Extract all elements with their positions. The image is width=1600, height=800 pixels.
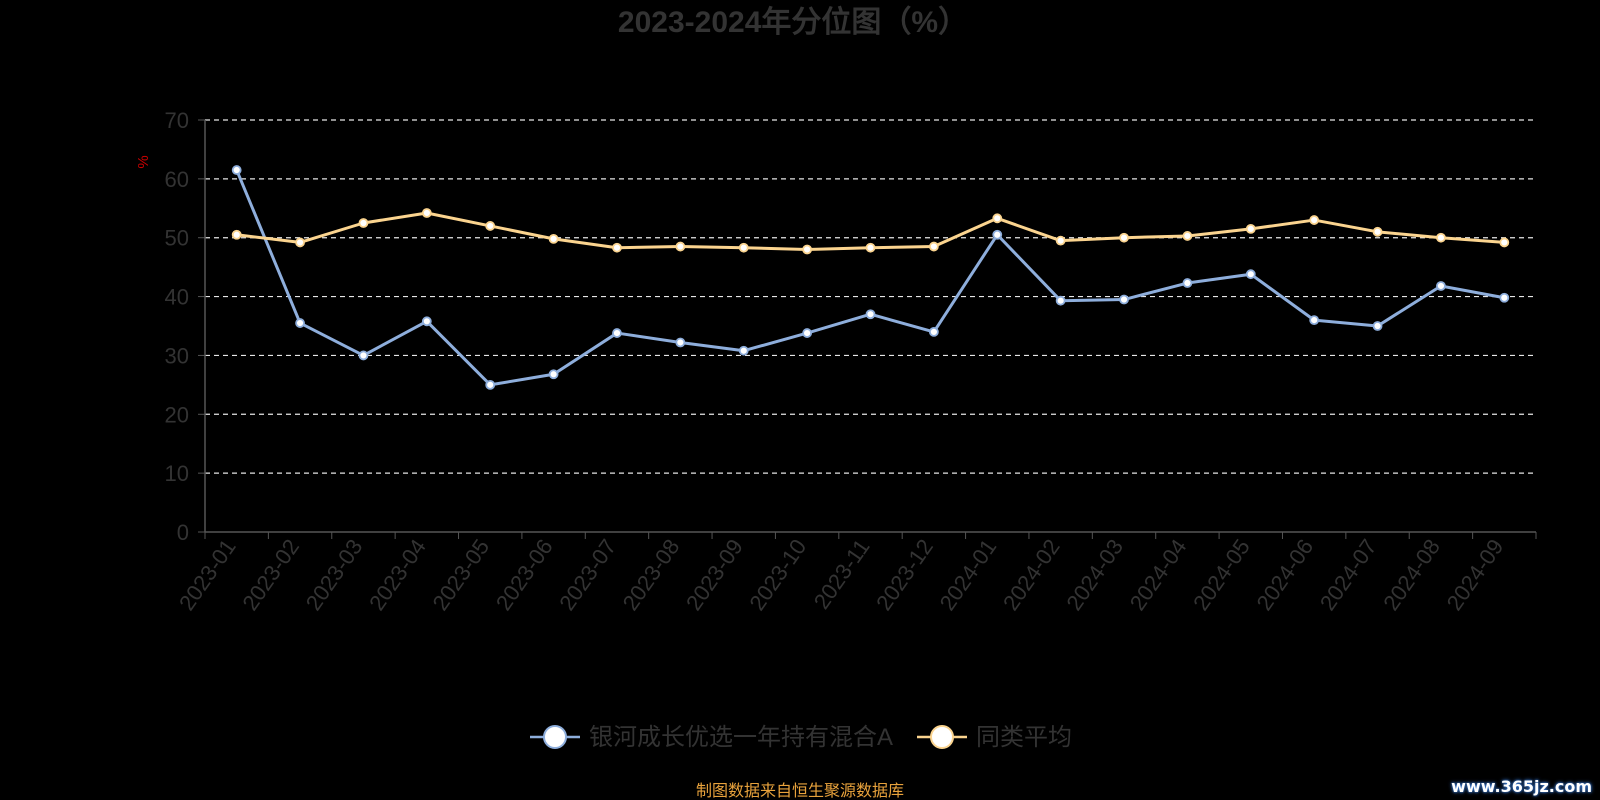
y-tick-label: 50 xyxy=(165,226,189,251)
series-1-point xyxy=(865,309,876,320)
series-1-point xyxy=(485,379,496,390)
series-1-point xyxy=(802,328,813,338)
series-1-point xyxy=(992,229,1003,240)
series-lines xyxy=(231,165,1510,390)
y-tick-label: 10 xyxy=(165,461,189,486)
series-2-point xyxy=(1309,215,1320,225)
series-2-point xyxy=(802,244,813,255)
legend-marker-1 xyxy=(543,725,567,749)
series-2-point xyxy=(295,237,305,248)
series-1-point xyxy=(612,328,622,338)
series-1-point xyxy=(1372,321,1383,331)
data-source-note: 制图数据来自恒生聚源数据库 xyxy=(696,782,904,800)
series-1-point xyxy=(1499,292,1510,303)
x-tick-label: 2024-04 xyxy=(1125,535,1192,615)
series-1-point xyxy=(1309,315,1320,326)
series-2-point xyxy=(738,242,749,253)
y-axis-unit-label: % xyxy=(135,155,152,168)
series-2-point xyxy=(865,242,876,253)
series-1-point xyxy=(928,326,939,337)
series-2-point xyxy=(485,221,496,231)
x-tick-label: 2023-07 xyxy=(554,535,621,615)
x-tick-label: 2024-03 xyxy=(1061,535,1128,615)
x-tick-label: 2023-08 xyxy=(618,535,685,615)
x-tick-label: 2023-12 xyxy=(871,535,938,615)
series-1-point xyxy=(1436,281,1446,291)
series-1-point xyxy=(421,316,432,327)
x-tick-label: 2023-02 xyxy=(237,535,304,615)
series-2-point xyxy=(1119,232,1129,243)
legend-label-2: 同类平均 xyxy=(976,724,1072,751)
series-2-point xyxy=(992,213,1003,224)
y-tick-label: 30 xyxy=(165,343,189,368)
series-2-point xyxy=(1372,226,1383,237)
series-1-point xyxy=(358,350,369,361)
series-2-point xyxy=(675,241,686,252)
x-tick-label: 2023-09 xyxy=(681,535,748,615)
series-2-point xyxy=(358,218,369,228)
x-tick-label: 2023-03 xyxy=(301,535,368,615)
series-1-point xyxy=(1182,278,1193,288)
x-tick-label: 2024-05 xyxy=(1188,535,1255,615)
series-1-point xyxy=(231,165,242,175)
series-2-point xyxy=(231,229,242,240)
x-tick-label: 2023-04 xyxy=(364,535,431,615)
series-2-point xyxy=(1499,237,1510,248)
series-2-point xyxy=(421,208,432,218)
x-tick-label: 2024-09 xyxy=(1442,535,1509,615)
series-2-point xyxy=(1055,235,1066,246)
series-2-point xyxy=(548,233,559,244)
series-2-point xyxy=(1245,223,1256,234)
series-2-point xyxy=(1182,231,1193,241)
axes: 0102030405060702023-012023-022023-032023… xyxy=(165,108,1537,615)
series-1-point xyxy=(1245,269,1256,280)
y-tick-label: 20 xyxy=(165,402,189,427)
x-tick-label: 2023-11 xyxy=(809,535,875,614)
y-tick-label: 60 xyxy=(165,167,189,192)
x-tick-label: 2024-07 xyxy=(1315,535,1382,615)
series-2-point xyxy=(928,241,939,252)
x-tick-label: 2024-01 xyxy=(935,535,1002,615)
chart-title: 2023-2024年分位图（%） xyxy=(618,5,968,39)
series-line-1 xyxy=(235,169,1505,387)
y-tick-label: 70 xyxy=(165,108,189,133)
series-1-point xyxy=(548,369,559,380)
legend-marker-2 xyxy=(930,725,954,749)
legend-label-1: 银河成长优选一年持有混合A xyxy=(589,724,893,751)
x-tick-label: 2023-06 xyxy=(491,535,558,615)
series-2-point xyxy=(1436,232,1446,243)
series-2-point xyxy=(612,242,622,253)
x-tick-label: 2024-06 xyxy=(1251,535,1318,615)
x-tick-label: 2024-08 xyxy=(1378,535,1445,615)
series-1-point xyxy=(738,345,749,356)
x-tick-label: 2023-05 xyxy=(428,535,495,615)
series-1-point xyxy=(675,337,686,348)
grid-lines xyxy=(205,119,1536,474)
x-tick-label: 2024-02 xyxy=(998,535,1065,615)
x-tick-label: 2023-01 xyxy=(174,535,241,615)
site-watermark: www.365jz.com xyxy=(1451,777,1592,796)
y-tick-label: 0 xyxy=(177,520,189,545)
legend: 银河成长优选一年持有混合A 同类平均 xyxy=(530,724,1072,751)
series-1-point xyxy=(295,318,305,328)
y-tick-label: 40 xyxy=(165,285,189,310)
series-1-point xyxy=(1055,295,1066,306)
x-tick-label: 2023-10 xyxy=(744,535,811,615)
series-1-point xyxy=(1119,294,1129,305)
